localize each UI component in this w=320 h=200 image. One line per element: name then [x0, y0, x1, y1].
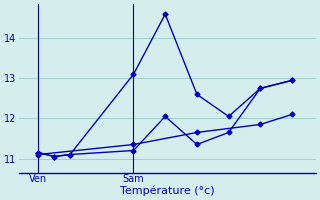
X-axis label: Température (°c): Température (°c)	[120, 185, 215, 196]
